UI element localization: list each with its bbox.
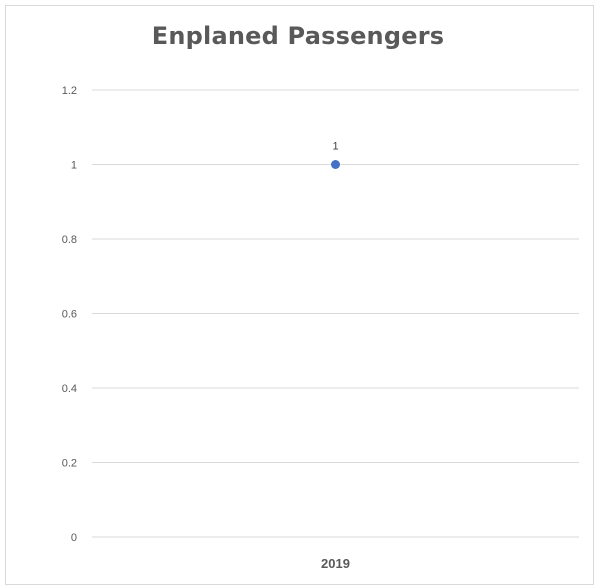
y-axis-tick-labels: 0 0.2 0.4 0.6 0.8 1 1.2: [62, 85, 77, 544]
x-category-label: 2019: [321, 556, 350, 571]
gridlines: [92, 89, 579, 538]
y-tick-label: 1.2: [62, 85, 77, 97]
y-tick-label: 0.4: [62, 383, 77, 395]
x-axis-category-labels: 2019: [321, 556, 350, 571]
chart-area: [5, 5, 594, 585]
y-tick-label: 0.8: [62, 234, 77, 246]
y-tick-label: 0: [71, 532, 77, 544]
data-labels: 1: [332, 141, 338, 153]
chart-title: Enplaned Passengers: [151, 22, 445, 50]
y-tick-label: 0.6: [62, 309, 77, 321]
y-tick-label: 1: [71, 160, 77, 172]
data-label: 1: [332, 141, 338, 153]
y-tick-label: 0.2: [62, 458, 77, 470]
data-point: [331, 160, 340, 169]
data-points: [331, 160, 340, 169]
